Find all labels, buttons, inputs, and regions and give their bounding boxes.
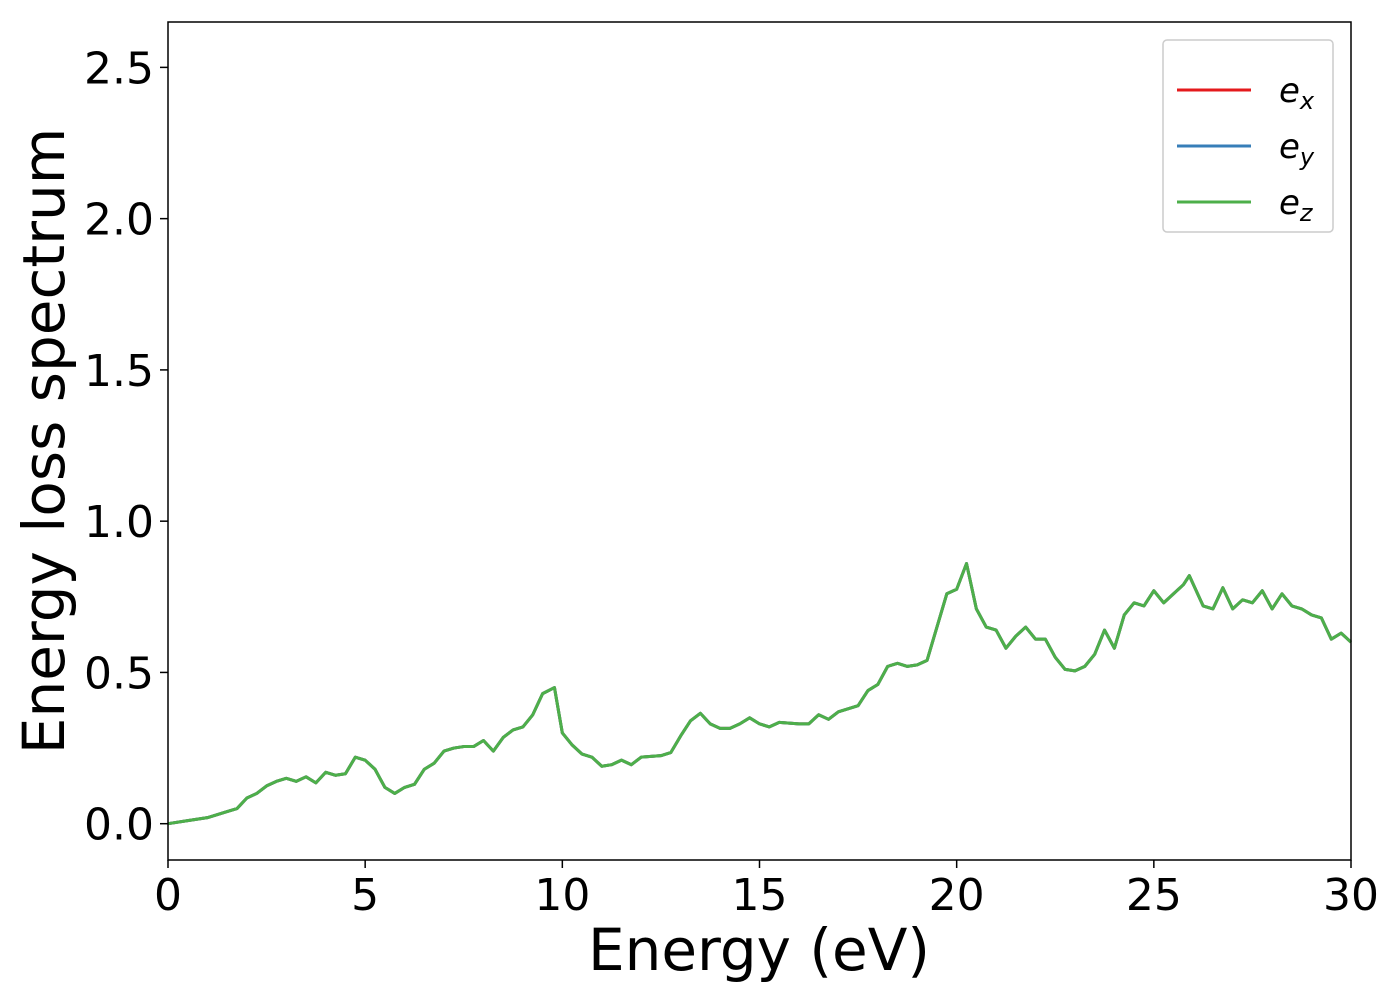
y-tick-label: 0.0 (84, 800, 154, 851)
series-line (167, 562, 1353, 826)
plot-frame (167, 21, 1352, 861)
y-tick-label: 2.5 (84, 43, 154, 94)
x-tick-label: 20 (929, 870, 985, 921)
x-tick-label: 10 (534, 870, 590, 921)
y-tick-label: 1.5 (84, 346, 154, 397)
x-axis-label: Energy (eV) (588, 916, 930, 984)
legend-box (1162, 39, 1334, 233)
y-axis-label: Energy loss spectrum (10, 128, 78, 754)
x-tick-label: 30 (1323, 870, 1379, 921)
x-tick-label: 5 (351, 870, 379, 921)
y-tick-label: 2.0 (84, 195, 154, 246)
y-tick-label: 1.0 (84, 497, 154, 548)
x-tick-label: 15 (732, 870, 788, 921)
y-tick-label: 0.5 (84, 648, 154, 699)
x-tick-label: 0 (154, 870, 182, 921)
x-tick-label: 25 (1126, 870, 1182, 921)
